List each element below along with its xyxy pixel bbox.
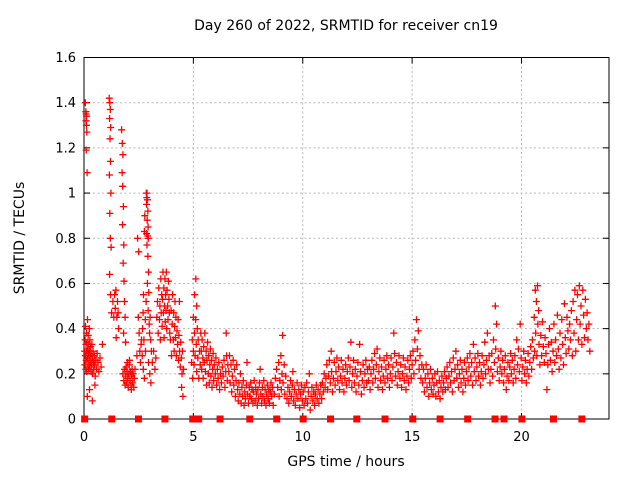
baseline-square-marker bbox=[189, 415, 197, 423]
baseline-square-marker bbox=[549, 415, 557, 423]
baseline-square-marker bbox=[464, 415, 472, 423]
baseline-square-marker bbox=[273, 415, 281, 423]
gridlines bbox=[84, 57, 609, 419]
baseline-square-marker bbox=[436, 415, 444, 423]
baseline-square-marker bbox=[500, 415, 508, 423]
baseline-square-marker bbox=[195, 415, 203, 423]
x-tick-label: 0 bbox=[80, 430, 88, 445]
tick-labels: 0 0.2 0.4 0.6 0.8 1 1.2 1.4 1.6 0 5 10 15 20 bbox=[55, 51, 529, 445]
baseline-square-marker bbox=[518, 415, 526, 423]
baseline-square-marker bbox=[578, 415, 586, 423]
scatter-points bbox=[81, 94, 594, 414]
x-tick-label: 20 bbox=[513, 430, 530, 445]
y-tick-label: 1 bbox=[68, 187, 76, 202]
baseline-square-marker bbox=[353, 415, 361, 423]
x-tick-label: 5 bbox=[189, 430, 197, 445]
x-tick-label: 10 bbox=[294, 430, 311, 445]
x-axis-label: GPS time / hours bbox=[287, 454, 404, 470]
data-point-markers bbox=[81, 94, 594, 414]
baseline-square-marker bbox=[299, 415, 307, 423]
chart-labels: Day 260 of 2022, SRMTID for receiver cn1… bbox=[12, 18, 498, 470]
baseline-square-marker bbox=[491, 415, 499, 423]
y-tick-label: 0.8 bbox=[55, 232, 76, 247]
chart-title: Day 260 of 2022, SRMTID for receiver cn1… bbox=[194, 18, 498, 34]
baseline-square-marker bbox=[327, 415, 335, 423]
y-tick-label: 1.4 bbox=[55, 96, 76, 111]
baseline-square-marker bbox=[134, 415, 142, 423]
y-tick-label: 0 bbox=[68, 413, 76, 428]
baseline-square-marker bbox=[409, 415, 417, 423]
baseline-square-marker bbox=[81, 415, 89, 423]
x-tick-label: 15 bbox=[404, 430, 421, 445]
y-axis-label: SRMTID / TECUs bbox=[12, 182, 28, 295]
baseline-square-marker bbox=[216, 415, 224, 423]
baseline-marker-squares bbox=[81, 415, 586, 423]
baseline-square-marker bbox=[108, 415, 116, 423]
y-tick-label: 1.2 bbox=[55, 141, 76, 156]
baseline-square-marker bbox=[246, 415, 254, 423]
baseline-square-marker bbox=[161, 415, 169, 423]
y-tick-label: 0.4 bbox=[55, 322, 76, 337]
plot-border bbox=[83, 57, 610, 420]
y-tick-label: 0.6 bbox=[55, 277, 76, 292]
baseline-square-marker bbox=[381, 415, 389, 423]
y-tick-label: 1.6 bbox=[55, 51, 76, 66]
y-tick-label: 0.2 bbox=[55, 367, 76, 382]
